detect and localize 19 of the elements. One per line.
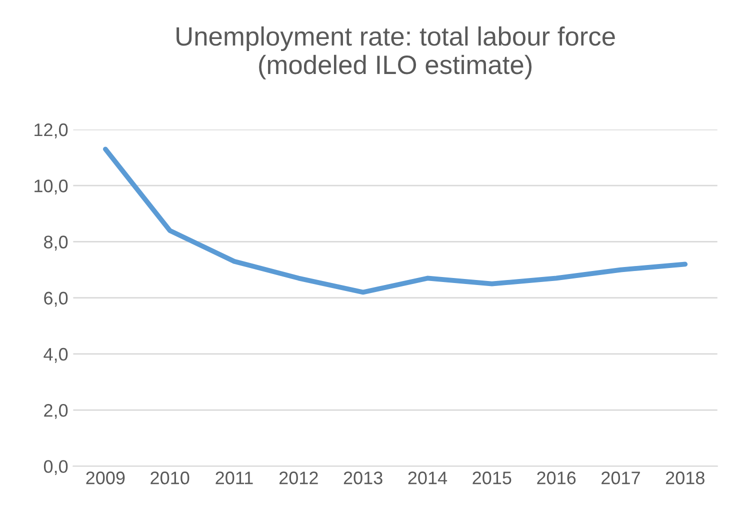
x-tick-label: 2010 xyxy=(150,472,190,484)
x-tick-label: 2015 xyxy=(472,472,512,484)
x-tick-label: 2017 xyxy=(602,472,640,484)
y-tick-label: 8,0 xyxy=(44,236,68,251)
y-tick-label: 4,0 xyxy=(44,348,68,363)
x-tick-label: 2011 xyxy=(216,472,253,484)
y-tick-label: 0,0 xyxy=(44,460,68,476)
y-tick-label: 6,0 xyxy=(44,292,68,307)
x-tick-label: 2016 xyxy=(537,472,576,484)
x-tick-label: 2009 xyxy=(86,472,125,484)
chart-title: Unemployment rate: total labour force (modeled ILO estimate) xyxy=(176,26,615,80)
x-tick-label: 2013 xyxy=(344,472,382,484)
y-tick-label: 12,0 xyxy=(34,123,68,138)
y-tick-label: 2,0 xyxy=(44,404,68,419)
line-series xyxy=(102,146,688,295)
x-tick-label: 2018 xyxy=(666,472,704,484)
x-tick-label: 2014 xyxy=(408,472,448,484)
y-tick-label: 10,0 xyxy=(34,180,68,194)
x-tick-label: 2012 xyxy=(279,472,318,484)
